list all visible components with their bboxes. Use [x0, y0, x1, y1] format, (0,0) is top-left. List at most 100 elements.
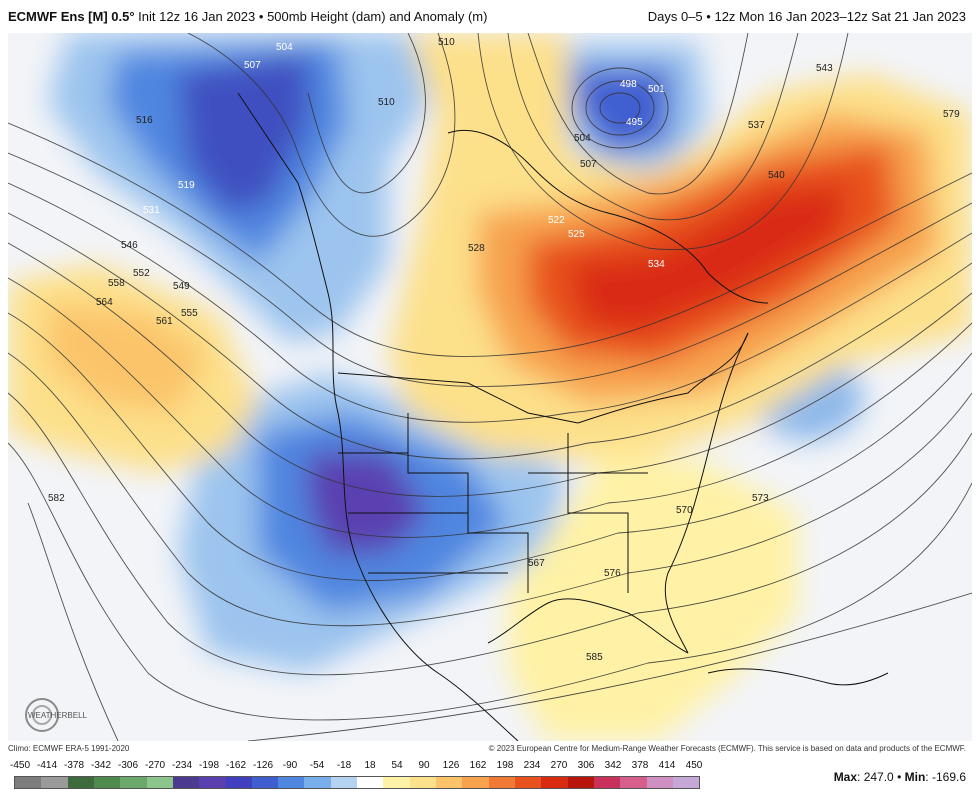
height-contours	[8, 33, 972, 741]
legend-tick-label: -450	[9, 760, 31, 771]
height-contour	[571, 67, 669, 149]
legend-tick-label: -306	[117, 760, 139, 771]
contour-label: 519	[178, 180, 195, 191]
gulf-coastline	[487, 598, 689, 654]
weatherbell-logo: WEATHERBELL	[25, 698, 88, 732]
legend-swatch	[304, 777, 331, 788]
canada-ridge-peak	[568, 183, 848, 333]
init-time: Init 12z 16 Jan 2023	[138, 9, 256, 24]
header: ECMWF Ens [M] 0.5° Init 12z 16 Jan 2023 …	[0, 0, 980, 32]
legend-tick-label: -198	[198, 760, 220, 771]
legend-tick-label: 414	[658, 760, 676, 771]
contour-label: 582	[48, 493, 65, 504]
legend-tick-label: -414	[36, 760, 58, 771]
legend-swatch	[409, 777, 436, 788]
height-contour	[8, 212, 972, 460]
legend-swatch	[251, 777, 279, 788]
legend-swatch	[15, 777, 42, 788]
cuba-coast	[707, 668, 889, 686]
height-contour	[187, 33, 456, 237]
legend-swatch	[120, 777, 147, 788]
model-name: ECMWF Ens [M] 0.5°	[8, 9, 135, 24]
legend-swatch	[357, 777, 384, 788]
height-contour	[8, 277, 972, 538]
height-contour	[8, 442, 972, 721]
max-value: 247.0	[863, 770, 894, 784]
legend-swatch	[172, 777, 200, 788]
color-legend: -450 -414 -378 -342 -306 -270 -234 -198 -162 -126…	[10, 760, 703, 800]
legend-tick-label: 90	[418, 760, 430, 771]
contour-label: 573	[752, 493, 769, 504]
legend-swatch	[567, 777, 594, 788]
legend-swatch	[67, 777, 94, 788]
legend-tick-labels: -450 -414 -378 -342 -306 -270 -234 -198 -162 -126…	[10, 760, 703, 774]
title-separator: •	[258, 9, 264, 24]
maxmin-separator: •	[897, 770, 902, 784]
legend-tick-label: 126	[442, 760, 460, 771]
state-borders	[338, 452, 508, 574]
baffin-low-core	[573, 68, 673, 153]
legend-swatch	[672, 777, 700, 788]
pacific-ridge-core	[48, 303, 208, 413]
southwest-trough-core	[308, 453, 428, 553]
contour-label: 504	[276, 42, 293, 53]
legend-tick-label: -378	[63, 760, 85, 771]
legend-tick-label: -162	[225, 760, 247, 771]
hudson-bay-coast	[447, 129, 769, 304]
legend-tick-label: 198	[496, 760, 514, 771]
legend-tick-label: 18	[364, 760, 376, 771]
map-canvas: 504 507 510 510 516 519 531 546 552 549 558 555 564 5…	[8, 33, 972, 741]
min-value: -169.6	[931, 770, 966, 784]
weather-map: 504 507 510 510 516 519 531 546 552 549 558 555 564 5…	[8, 33, 972, 741]
legend-swatch	[541, 777, 568, 788]
legend-swatch	[620, 777, 647, 788]
legend-swatch	[514, 777, 542, 788]
contour-label: 564	[96, 297, 113, 308]
legend-tick-label: -54	[309, 760, 325, 771]
height-contour	[8, 152, 972, 387]
height-contour	[507, 33, 799, 221]
contour-label: 570	[676, 505, 693, 516]
legend-swatch	[383, 777, 410, 788]
contour-label: 498	[620, 79, 637, 90]
contour-label: 495	[626, 117, 643, 128]
legend-swatch	[93, 777, 121, 788]
height-contour	[27, 502, 119, 741]
contour-label: 567	[528, 558, 545, 569]
state-borders	[528, 433, 648, 593]
height-contour	[585, 80, 655, 136]
valid-range: 12z Mon 16 Jan 2023–12z Sat 21 Jan 2023	[714, 9, 966, 24]
valid-separator: •	[706, 9, 711, 24]
southeast-ridge	[508, 453, 798, 741]
contour-label: 561	[156, 316, 173, 327]
contour-label: 540	[768, 170, 785, 181]
contour-label: 585	[586, 652, 603, 663]
legend-color-bar	[14, 776, 700, 789]
contour-label: 537	[748, 120, 765, 131]
legend-tick-label: -270	[144, 760, 166, 771]
height-contour	[307, 33, 426, 194]
legend-tick-label: -18	[336, 760, 352, 771]
contour-label: 501	[648, 84, 665, 95]
anomaly-shading	[8, 33, 972, 741]
legend-tick-label: 234	[523, 760, 541, 771]
legend-swatch	[41, 777, 68, 788]
contour-label: 531	[143, 205, 160, 216]
legend-tick-label: -90	[282, 760, 298, 771]
legend-tick-label: 450	[685, 760, 703, 771]
west-coastline	[237, 92, 519, 741]
height-contour	[8, 182, 972, 423]
contour-label: 534	[648, 259, 665, 270]
days-range: Days 0–5	[647, 9, 703, 24]
legend-tick-label: 270	[550, 760, 568, 771]
ecmwf-credit: © 2023 European Centre for Medium-Range …	[488, 744, 966, 753]
east-coastline	[664, 332, 749, 654]
legend-tick-label: 54	[391, 760, 403, 771]
contour-label: 546	[121, 240, 138, 251]
height-contour	[8, 242, 972, 497]
legend-swatch	[462, 777, 489, 788]
legend-tick-label: 342	[604, 760, 622, 771]
alaska-trough-core	[178, 53, 308, 213]
us-canada-border	[337, 372, 579, 424]
contour-label: 558	[108, 278, 125, 289]
